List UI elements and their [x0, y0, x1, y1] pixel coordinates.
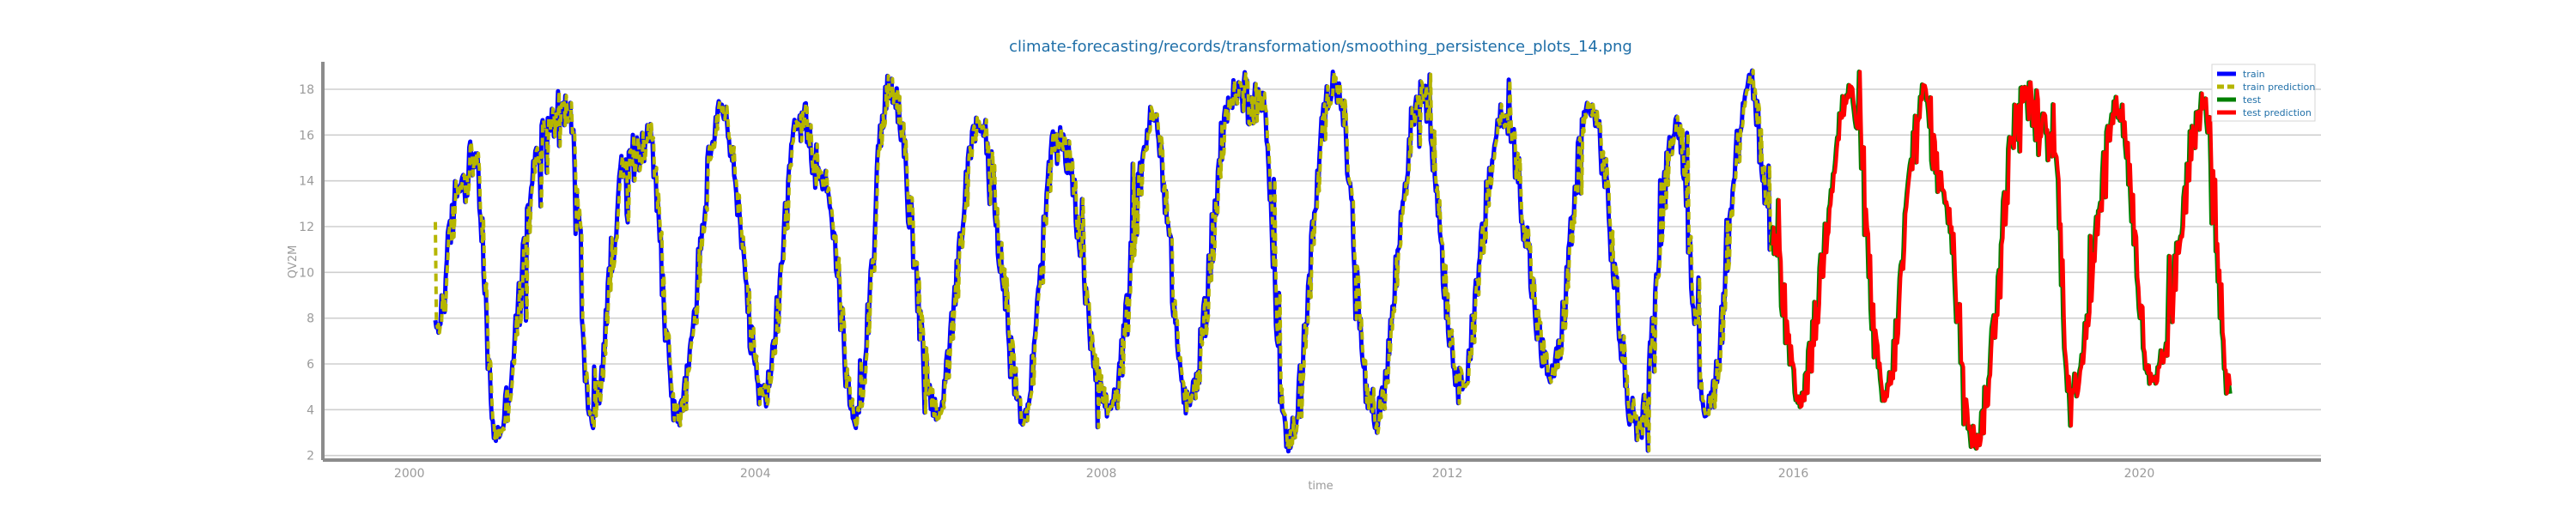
y-tick-label: 8 [307, 312, 314, 326]
legend-entry-train-prediction: train prediction [2217, 82, 2315, 93]
y-tick-label: 4 [307, 403, 314, 417]
chart-title: climate-forecasting/records/transformati… [1009, 38, 1632, 56]
legend-label-train-prediction: train prediction [2243, 82, 2315, 93]
y-tick-label: 16 [299, 129, 314, 142]
x-tick-label: 2012 [1432, 467, 1463, 481]
x-axis-title: time [1308, 480, 1333, 493]
legend-entry-test: test [2217, 94, 2262, 106]
y-tick-label: 12 [299, 221, 314, 234]
x-tick-label: 2016 [1778, 467, 1809, 481]
x-tick-label: 2004 [740, 467, 771, 481]
x-tick-label: 2008 [1086, 467, 1117, 481]
legend: train train prediction test test predict… [2211, 64, 2316, 122]
series-layer [433, 68, 2233, 454]
y-tick-labels: 2 4 6 8 10 12 14 16 18 [299, 83, 314, 464]
y-tick-label: 6 [307, 358, 314, 372]
legend-entry-test-prediction: test prediction [2217, 107, 2312, 118]
x-tick-labels: 2000 2004 2008 2012 2016 2020 [394, 467, 2154, 481]
y-tick-label: 18 [299, 83, 314, 97]
x-tick-label: 2020 [2124, 467, 2155, 481]
y-tick-label: 10 [299, 266, 314, 280]
series-line-test-prediction [1771, 70, 2233, 451]
legend-entry-train: train [2217, 69, 2265, 80]
y-tick-label: 14 [299, 175, 314, 189]
axes [321, 62, 2321, 462]
y-axis-title: QV2M [287, 245, 300, 279]
x-tick-label: 2000 [394, 467, 425, 481]
legend-label-train: train [2243, 69, 2265, 80]
series-line-train-prediction [434, 69, 1774, 453]
y-tick-label: 2 [307, 450, 314, 464]
legend-label-test: test [2243, 94, 2262, 106]
legend-label-test-prediction: test prediction [2243, 107, 2312, 118]
